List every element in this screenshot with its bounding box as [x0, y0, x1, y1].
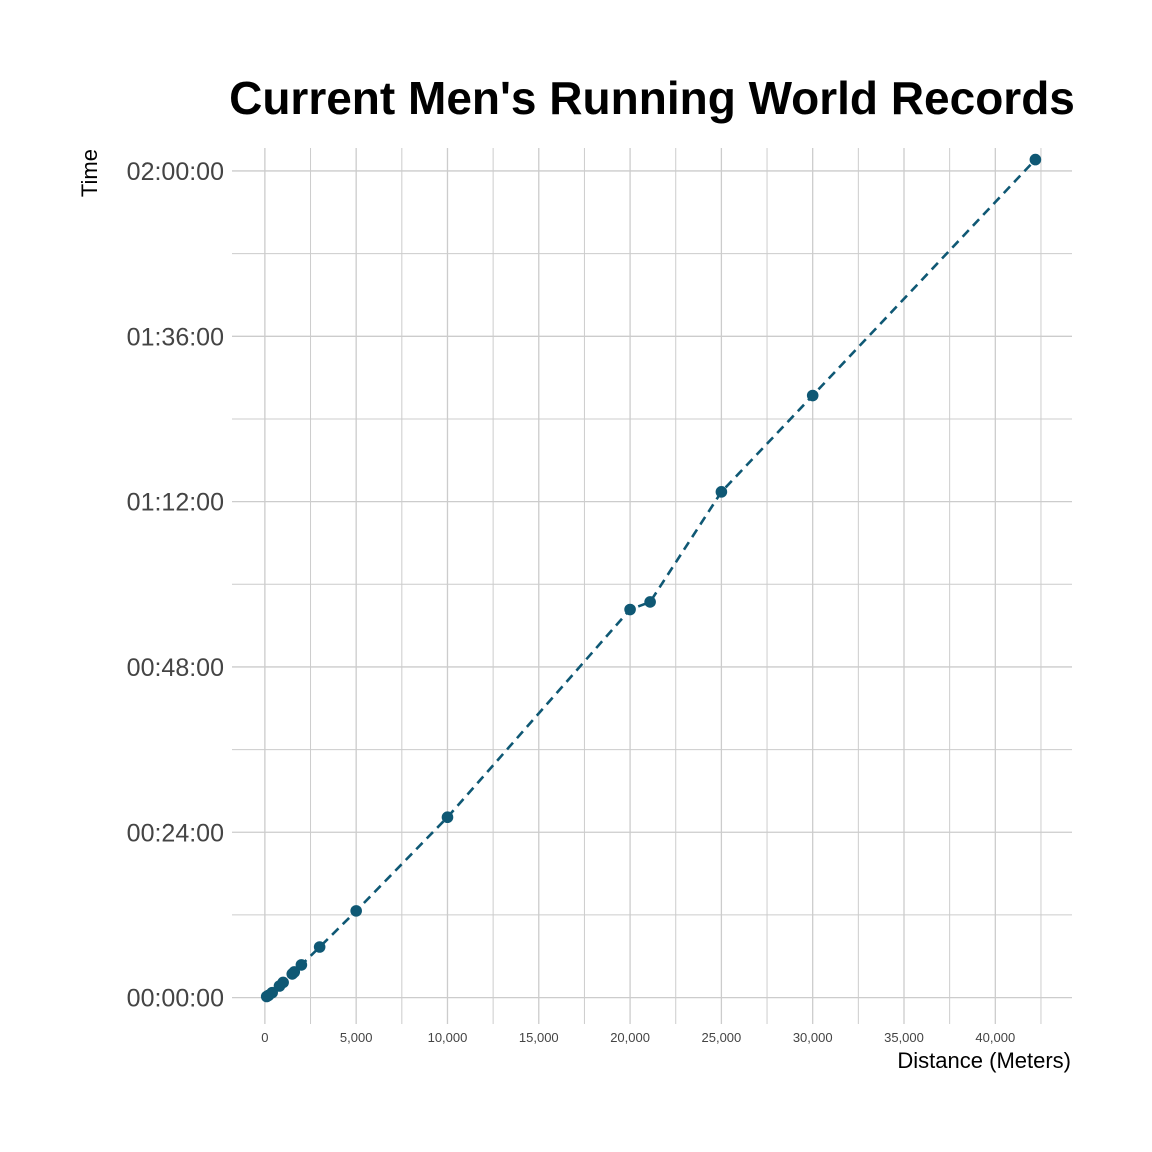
- data-points: [260, 153, 1042, 1003]
- y-tick-label: 00:24:00: [127, 819, 224, 847]
- x-tick-label: 20,000: [610, 1030, 650, 1045]
- y-axis-ticks: 00:00:00 00:24:00 00:48:00 01:12:00 01:36:00…: [127, 158, 224, 1013]
- x-tick-label: 5,000: [340, 1030, 373, 1045]
- data-point: [313, 941, 326, 953]
- x-tick-label: 35,000: [884, 1030, 924, 1045]
- x-tick-label: 30,000: [793, 1030, 833, 1045]
- chart-title: Current Men's Running World Records: [229, 72, 1075, 124]
- y-tick-label: 00:48:00: [127, 654, 224, 682]
- data-point: [806, 389, 819, 402]
- data-point: [350, 905, 362, 917]
- data-point: [1029, 153, 1042, 166]
- data-point: [644, 596, 656, 608]
- data-point: [624, 603, 636, 616]
- x-axis-ticks: 0 5,000 10,000 15,000 20,000 25,000 30,000 35,0…: [261, 1030, 1015, 1045]
- y-tick-label: 01:36:00: [127, 323, 224, 351]
- x-axis-label: Distance (Meters): [897, 1048, 1071, 1073]
- y-tick-label: 02:00:00: [127, 158, 224, 186]
- grid-major: [232, 148, 1072, 1024]
- data-point: [288, 966, 301, 978]
- series-line: [266, 158, 1037, 998]
- data-point: [715, 486, 728, 498]
- data-point: [295, 959, 308, 971]
- x-tick-label: 15,000: [519, 1030, 559, 1045]
- y-axis-label: Time: [77, 149, 102, 197]
- x-tick-label: 10,000: [428, 1030, 468, 1045]
- y-tick-label: 01:12:00: [127, 489, 224, 517]
- data-point: [441, 811, 454, 824]
- x-tick-label: 25,000: [702, 1030, 742, 1045]
- x-tick-label: 40,000: [975, 1030, 1015, 1045]
- x-tick-label: 0: [261, 1030, 268, 1045]
- grid-minor: [232, 148, 1072, 1024]
- y-tick-label: 00:00:00: [127, 985, 224, 1013]
- data-point: [277, 976, 289, 989]
